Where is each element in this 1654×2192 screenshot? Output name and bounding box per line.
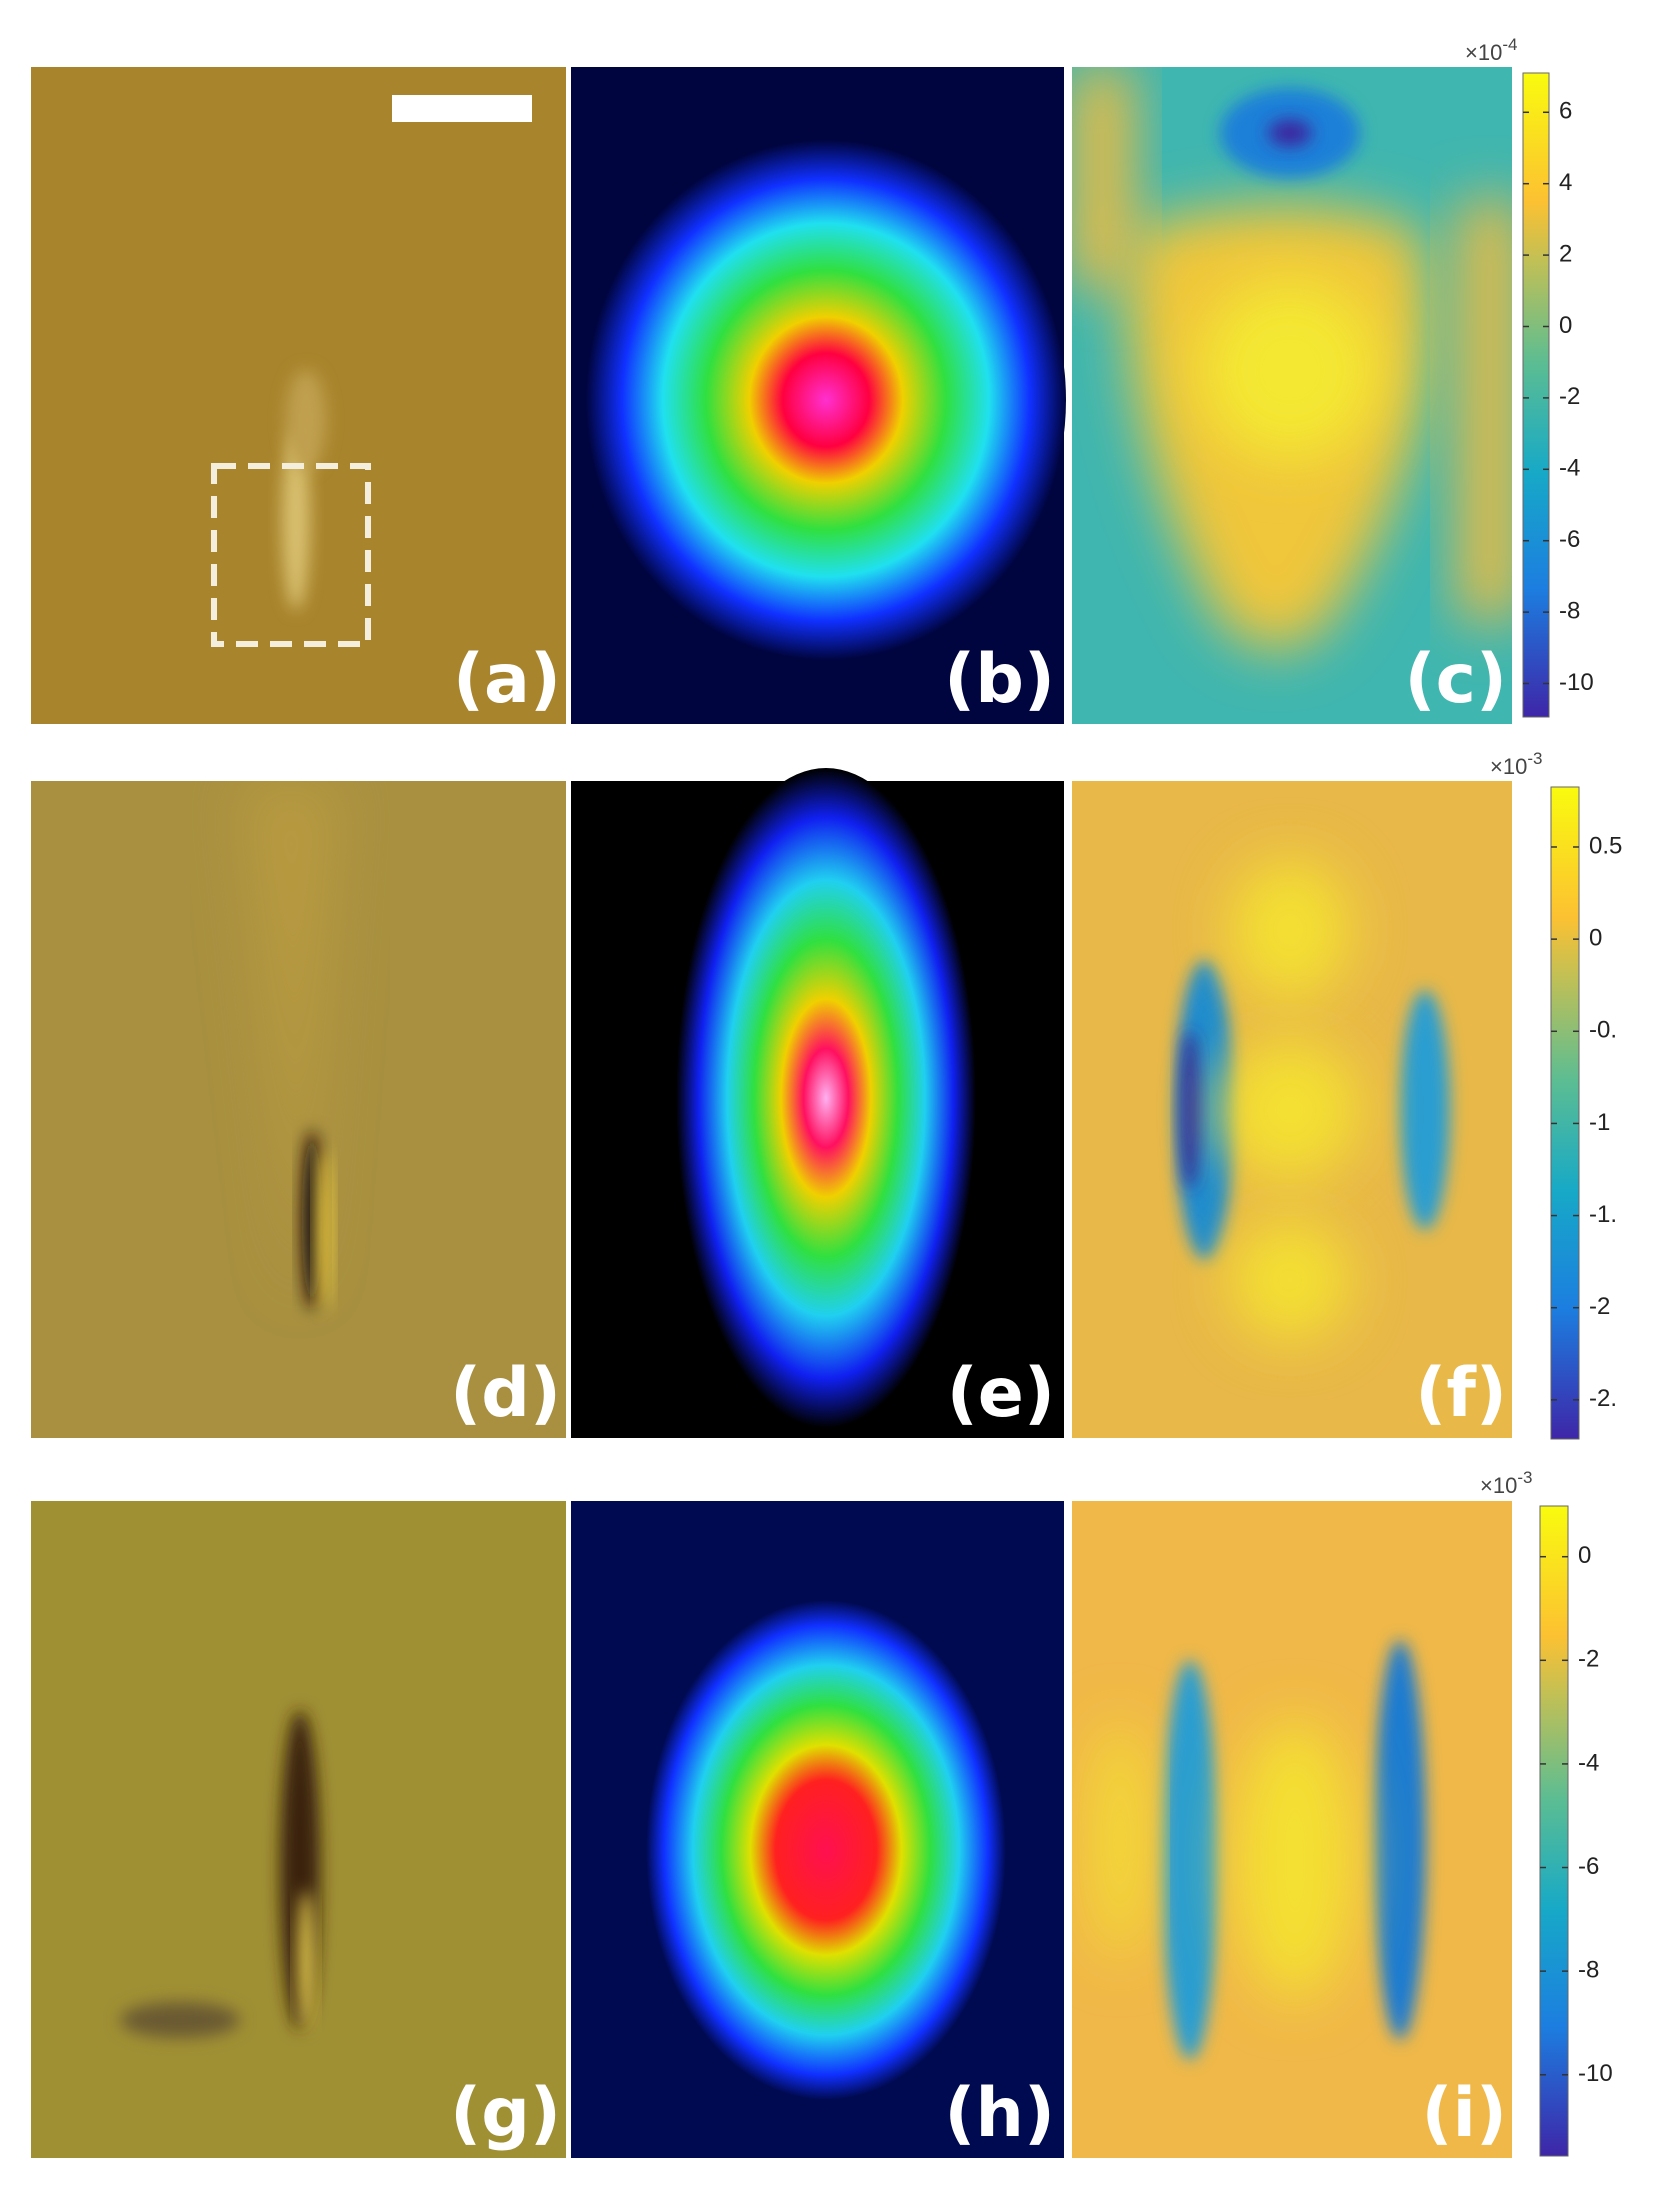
colorbar-tick-label: -4 xyxy=(1578,1749,1599,1776)
colorbar-tick-label: -10 xyxy=(1578,2060,1613,2087)
colorbar-tick-label: 6 xyxy=(1559,98,1572,125)
colorbar-tick-label: -1 xyxy=(1589,1109,1610,1136)
panel-image xyxy=(31,781,566,1438)
panel-image xyxy=(1072,67,1512,724)
colorbar-tick-label: -1. xyxy=(1589,1201,1617,1228)
panel-label: (d) xyxy=(450,1354,561,1433)
colorbar-power: -3 xyxy=(1517,1468,1532,1487)
colorbar-tick-label: -10 xyxy=(1559,669,1594,696)
panel-image xyxy=(31,67,566,724)
colorbar-tick-label: -2 xyxy=(1589,1293,1610,1320)
colorbar-tick-label: 0 xyxy=(1559,312,1572,339)
colorbar-tick-label: 0.5 xyxy=(1589,832,1622,859)
colorbar-tick-label: 0 xyxy=(1578,1542,1591,1569)
panel-label: (h) xyxy=(944,2074,1055,2153)
panel-label: (c) xyxy=(1405,640,1507,719)
colorbar-multiplier: ×10 xyxy=(1490,754,1527,779)
panel-label: (g) xyxy=(450,2074,561,2153)
colorbar-tick-label: -6 xyxy=(1578,1853,1599,1880)
panel-image xyxy=(571,768,1064,1438)
scale-bar xyxy=(392,95,532,122)
panel-image xyxy=(571,67,1066,724)
colorbar-multiplier: ×10 xyxy=(1465,40,1502,65)
colorbar-tick-label: -2 xyxy=(1578,1646,1599,1673)
colorbar-tick-label: -2 xyxy=(1559,383,1580,410)
colorbar-exponent: ×10-4 xyxy=(1465,35,1517,65)
colorbar-tick-label: 2 xyxy=(1559,240,1572,267)
colorbar-tick-label: -8 xyxy=(1578,1956,1599,1983)
panel-label: (i) xyxy=(1422,2074,1507,2153)
colorbar-power: -3 xyxy=(1527,749,1542,768)
dashed-box xyxy=(211,463,371,647)
panel-image xyxy=(1072,1501,1512,2158)
colorbar-tick-label: -4 xyxy=(1559,455,1580,482)
colorbar xyxy=(1539,1505,1569,2157)
colorbar-exponent: ×10-3 xyxy=(1480,1468,1532,1498)
colorbar-tick-label: 0 xyxy=(1589,924,1602,951)
panel-label: (f) xyxy=(1415,1354,1507,1433)
panel-image xyxy=(31,1501,566,2158)
colorbar-tick-label: -0. xyxy=(1589,1017,1617,1044)
colorbar-exponent: ×10-3 xyxy=(1490,749,1542,779)
colorbar-tick-label: -6 xyxy=(1559,526,1580,553)
colorbar xyxy=(1522,72,1550,718)
colorbar-tick-label: -2. xyxy=(1589,1385,1617,1412)
colorbar-tick-label: 4 xyxy=(1559,169,1572,196)
panel-image xyxy=(1072,781,1512,1438)
panel-label: (b) xyxy=(944,640,1055,719)
panel-label: (e) xyxy=(947,1354,1055,1433)
colorbar-tick-label: -8 xyxy=(1559,597,1580,624)
colorbar-power: -4 xyxy=(1502,35,1517,54)
colorbar-multiplier: ×10 xyxy=(1480,1473,1517,1498)
colorbar xyxy=(1550,786,1580,1440)
panel-label: (a) xyxy=(453,640,561,719)
panel-image xyxy=(571,1501,1064,2158)
